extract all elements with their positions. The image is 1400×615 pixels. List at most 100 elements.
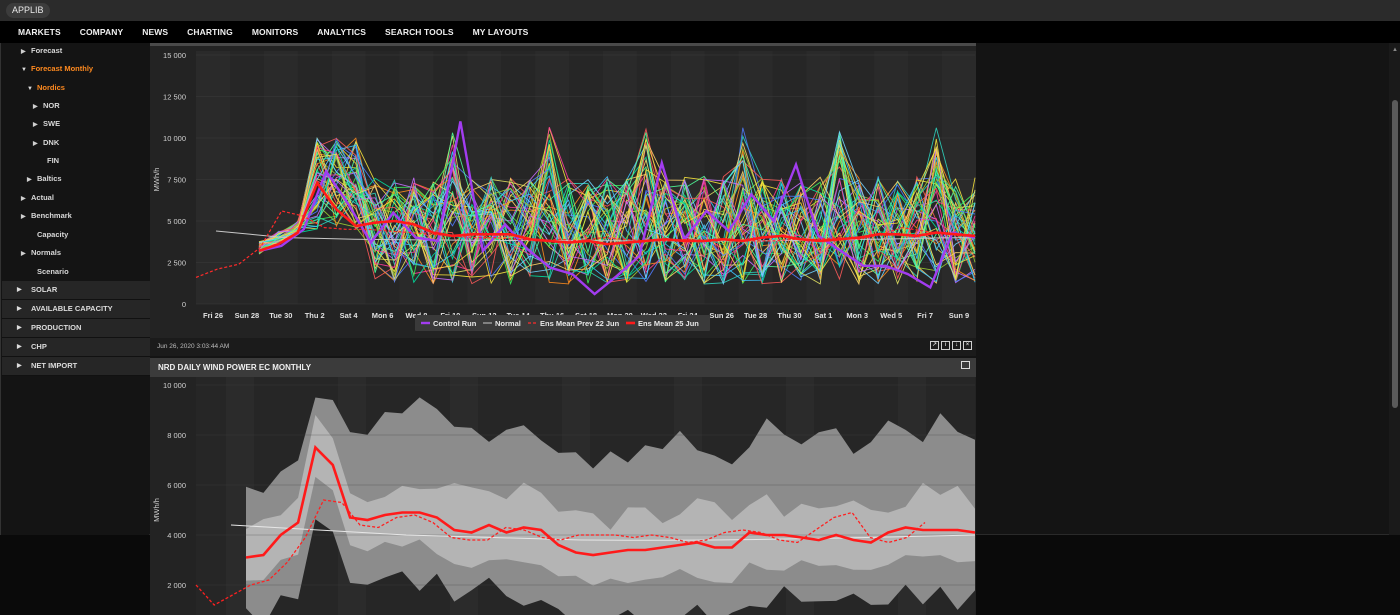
nav-company[interactable]: COMPANY: [79, 27, 124, 37]
chevron-right-icon: ▶: [21, 214, 26, 220]
tree-item-baltics[interactable]: ▶ Baltics: [27, 174, 62, 183]
control-run-line: [258, 121, 976, 296]
info-icon[interactable]: i: [941, 341, 950, 350]
y-tick-label: 10 000: [163, 134, 186, 143]
panel-header: [150, 358, 976, 377]
ens-mean-prev-line: [195, 210, 946, 278]
tree-item-capacity[interactable]: Capacity: [37, 230, 68, 239]
nav-charting[interactable]: CHARTING: [187, 27, 233, 37]
x-tick-label: Sun 28: [235, 311, 260, 320]
section-label: NET IMPORT: [31, 361, 78, 370]
tree-item-normals[interactable]: ▶ Normals: [21, 248, 61, 257]
tree-item-label: Actual: [31, 193, 54, 202]
tree-item-scenario[interactable]: Scenario: [37, 267, 69, 276]
section-available-capacity[interactable]: ▶ AVAILABLE CAPACITY: [2, 300, 150, 319]
y-tick-label: 15 000: [163, 51, 186, 60]
legend-label: Control Run: [433, 319, 477, 328]
nav-news[interactable]: NEWS: [142, 27, 169, 37]
nav-analytics[interactable]: ANALYTICS: [317, 27, 367, 37]
ens-mean-line: [258, 180, 976, 253]
y-tick-label: 10 000: [163, 381, 186, 390]
tree-item-label: Forecast: [31, 46, 63, 55]
x-tick-label: Mon 3: [846, 311, 868, 320]
chevron-right-icon: ▶: [17, 287, 22, 293]
y-tick-label: 12 500: [163, 93, 186, 102]
chevron-right-icon: ▶: [21, 196, 26, 202]
chart-toolbar: ↗ i ↓ ×: [930, 341, 972, 350]
chevron-right-icon: ▶: [27, 177, 32, 183]
tree-item-actual[interactable]: ▶ Actual: [21, 193, 54, 202]
x-tick-label: Mon 6: [372, 311, 394, 320]
tree-item-label: Forecast Monthly: [31, 64, 94, 73]
ensemble-member-line: [258, 147, 976, 284]
nav-my-layouts[interactable]: MY LAYOUTS: [472, 27, 529, 37]
inner-range-band: [246, 415, 975, 586]
ensemble-member-line: [258, 126, 976, 276]
scroll-thumb[interactable]: [1392, 100, 1398, 408]
nav-search-tools[interactable]: SEARCH TOOLS: [385, 27, 454, 37]
y-axis-label: MWh/h: [152, 168, 161, 192]
ensemble-member-line: [258, 132, 976, 275]
tree-item-nordics[interactable]: ▼ Nordics: [27, 83, 65, 92]
top-bar: APPLIB: [0, 0, 1400, 21]
section-net-import[interactable]: ▶ NET IMPORT: [2, 357, 150, 376]
scroll-up-icon[interactable]: ▲: [1392, 47, 1398, 53]
tree-item-dnk[interactable]: ▶ DNK: [33, 138, 59, 147]
download-icon[interactable]: ↓: [952, 341, 961, 350]
y-tick-label: 0: [182, 300, 186, 309]
tree-item-swe[interactable]: ▶ SWE: [33, 119, 60, 128]
main-nav: MARKETS COMPANY NEWS CHARTING MONITORS A…: [0, 21, 1400, 43]
tree-item-label: DNK: [43, 138, 60, 147]
legend-label: Normal: [495, 319, 521, 328]
ensemble-member-line: [258, 130, 976, 283]
sidebar: ▶ Forecast ▼ Forecast Monthly ▼ Nordics ▶ NO…: [0, 43, 150, 535]
tree-item-nor[interactable]: ▶ NOR: [33, 101, 60, 110]
y-axis-label: MWh/h: [152, 498, 161, 522]
panel-title: NRD DAILY WIND POWER EC MONTHLY: [158, 363, 312, 372]
app-badge[interactable]: APPLIB: [6, 3, 50, 18]
legend-label: Ens Mean 25 Jun: [638, 319, 699, 328]
column-band: [263, 51, 298, 304]
monthly-band-chart: 2 000 4 000 6 000 8 000 10 000 MWh/h: [152, 377, 976, 615]
tree-item-fin[interactable]: FIN: [47, 156, 59, 165]
excel-icon[interactable]: ×: [963, 341, 972, 350]
panel-top-strip: [150, 43, 976, 46]
chart-timestamp: Jun 26, 2020 3:03:44 AM: [157, 343, 230, 350]
ensemble-member-line: [258, 140, 976, 285]
tree-item-benchmark[interactable]: ▶ Benchmark: [21, 211, 72, 220]
tree-item-forecast-monthly[interactable]: ▼ Forecast Monthly: [21, 64, 93, 73]
section-chp[interactable]: ▶ CHP: [2, 338, 150, 357]
section-production[interactable]: ▶ PRODUCTION: [2, 319, 150, 338]
ensemble-line-chart: 0 2 500 5 000 7 500 10 000 12 500 15 000 Fri 26…: [152, 51, 976, 331]
section-label: CHP: [31, 342, 47, 351]
ensemble-member-line: [258, 141, 976, 285]
tree-item-label: Normals: [31, 248, 62, 257]
nav-monitors[interactable]: MONITORS: [251, 27, 299, 37]
y-tick-label: 4 000: [167, 531, 186, 540]
chevron-right-icon: ▶: [17, 306, 22, 312]
chevron-right-icon: ▶: [17, 363, 22, 369]
tree-item-label: FIN: [47, 156, 60, 165]
chevron-down-icon: ▼: [27, 86, 33, 92]
link-out-icon[interactable]: ↗: [930, 341, 939, 350]
chevron-right-icon: ▶: [17, 344, 22, 350]
x-tick-label: Wed 5: [880, 311, 902, 320]
y-tick-label: 8 000: [167, 431, 186, 440]
chevron-right-icon: ▶: [33, 141, 38, 147]
y-tick-label: 2 000: [167, 581, 186, 590]
section-label: AVAILABLE CAPACITY: [31, 304, 113, 313]
tree-item-forecast[interactable]: ▶ Forecast: [21, 46, 62, 55]
ensemble-member-line: [258, 142, 976, 283]
x-tick-label: Fri 26: [203, 311, 223, 320]
ensemble-member-line: [258, 143, 976, 281]
x-tick-label: Thu 2: [305, 311, 325, 320]
y-tick-label: 7 500: [167, 176, 186, 185]
restore-window-icon[interactable]: [961, 361, 970, 369]
section-solar[interactable]: ▶ SOLAR: [2, 281, 150, 300]
ensemble-member-line: [258, 177, 976, 281]
ensemble-member-line: [258, 141, 976, 283]
nav-markets[interactable]: MARKETS: [18, 27, 61, 37]
x-tick-label: Tue 30: [269, 311, 292, 320]
x-tick-label: Sat 1: [814, 311, 832, 320]
x-tick-label: Tue 28: [744, 311, 767, 320]
